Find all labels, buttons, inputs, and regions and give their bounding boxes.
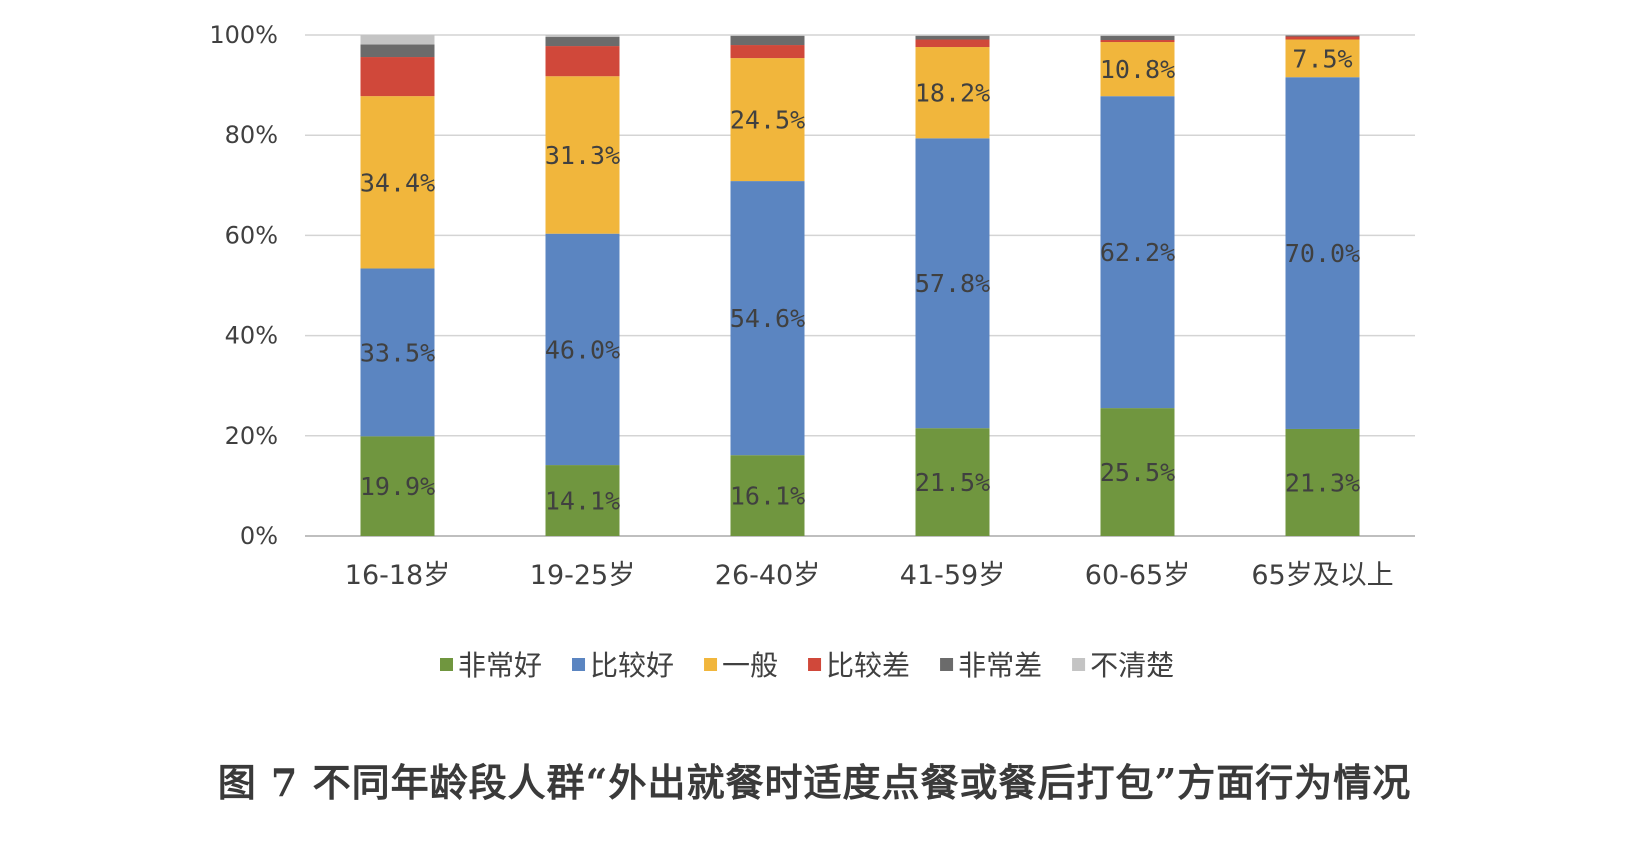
legend-swatch: [940, 658, 954, 671]
data-label: 21.5%: [915, 468, 990, 497]
legend-swatch: [704, 658, 718, 671]
x-tick-label: 60-65岁: [1085, 560, 1190, 591]
x-tick-label: 65岁及以上: [1251, 560, 1393, 591]
bar-segment: [730, 58, 805, 182]
bar-segment: [1100, 42, 1175, 97]
y-tick-label: 100%: [209, 21, 278, 49]
bar-segment: [1100, 96, 1175, 409]
legend-swatch: [808, 658, 822, 671]
data-label: 10.8%: [1100, 55, 1175, 84]
legend-label: 不清楚: [1090, 649, 1174, 682]
bar-segment: [730, 45, 805, 59]
gridlines: [305, 34, 1415, 537]
bar-segment: [545, 76, 620, 234]
data-label: 25.5%: [1100, 458, 1175, 487]
bar-segment: [360, 35, 435, 45]
bars: [360, 35, 1360, 536]
bar-segment: [915, 138, 990, 429]
bar-segment: [730, 455, 805, 536]
data-label: 62.2%: [1100, 238, 1175, 267]
data-label: 33.5%: [360, 338, 435, 367]
data-label: 70.0%: [1285, 239, 1360, 268]
data-label: 31.3%: [545, 141, 620, 170]
legend-swatch: [440, 658, 453, 671]
bar-segment: [545, 465, 620, 536]
legend-label: 比较好: [590, 649, 674, 682]
y-tick-label: 40%: [225, 322, 278, 350]
data-label: 57.8%: [915, 269, 990, 298]
bar-segment: [360, 268, 435, 437]
bar-segment: [545, 46, 620, 77]
data-label: 54.6%: [730, 304, 805, 333]
bar-segment: [915, 47, 990, 139]
bar-segment: [1100, 35, 1175, 37]
data-label: 24.5%: [730, 106, 805, 135]
legend-swatch: [572, 658, 586, 671]
bar-segment: [1285, 35, 1360, 36]
data-label: 46.0%: [545, 335, 620, 364]
bar-segment: [730, 36, 805, 46]
legend-swatch: [1072, 658, 1086, 671]
bar-segment: [1285, 35, 1360, 37]
x-tick-label: 19-25岁: [530, 560, 635, 591]
y-tick-label: 80%: [225, 121, 278, 149]
legend: 非常好 比较好 一般 比较差 非常差 不清楚: [440, 649, 1174, 682]
bar-segment: [360, 96, 435, 269]
x-tick-label: 26-40岁: [715, 560, 820, 591]
legend-label: 比较差: [826, 649, 910, 682]
bar-segment: [730, 35, 805, 37]
x-tick-label: 41-59岁: [900, 560, 1005, 591]
bar-segment: [915, 39, 990, 48]
bar-segment: [545, 37, 620, 47]
bar-segment: [545, 35, 620, 38]
bar-segment: [360, 44, 435, 58]
bar-segment: [360, 436, 435, 536]
x-tick-label: 16-18岁: [345, 560, 450, 591]
data-labels: 19.9% 33.5% 34.4% 14.1% 46.0% 31.3% 16.1% 54.6%…: [360, 44, 1360, 515]
bar-segment: [360, 57, 435, 97]
legend-label: 非常差: [958, 649, 1042, 682]
bar-segment: [915, 35, 990, 37]
axes: 0% 20% 40% 60% 80% 100% 16-18岁 19-25岁 26-40岁 41-5…: [209, 21, 1393, 591]
data-label: 18.2%: [915, 79, 990, 108]
bar-segment: [915, 428, 990, 536]
bar-segment: [1285, 428, 1360, 536]
bar-segment: [545, 233, 620, 466]
bar-segment: [1285, 77, 1360, 429]
bar-segment: [1100, 40, 1175, 43]
data-label: 7.5%: [1292, 44, 1352, 73]
bar-segment: [1100, 36, 1175, 41]
figure-caption: 图 7 不同年龄段人群“外出就餐时适度点餐或餐后打包”方面行为情况: [217, 760, 1412, 805]
data-label: 19.9%: [360, 472, 435, 501]
legend-label: 一般: [722, 649, 778, 682]
bar-segment: [915, 36, 990, 40]
data-label: 14.1%: [545, 487, 620, 516]
bar-segment: [730, 181, 805, 456]
bar-segment: [1285, 36, 1360, 40]
bar-segment: [1100, 408, 1175, 536]
y-tick-label: 0%: [240, 522, 278, 550]
data-label: 34.4%: [360, 168, 435, 197]
data-label: 21.3%: [1285, 468, 1360, 497]
legend-label: 非常好: [458, 649, 542, 682]
bar-segment: [1285, 39, 1360, 78]
y-tick-label: 60%: [225, 221, 278, 249]
y-tick-label: 20%: [225, 422, 278, 450]
data-label: 16.1%: [730, 482, 805, 511]
